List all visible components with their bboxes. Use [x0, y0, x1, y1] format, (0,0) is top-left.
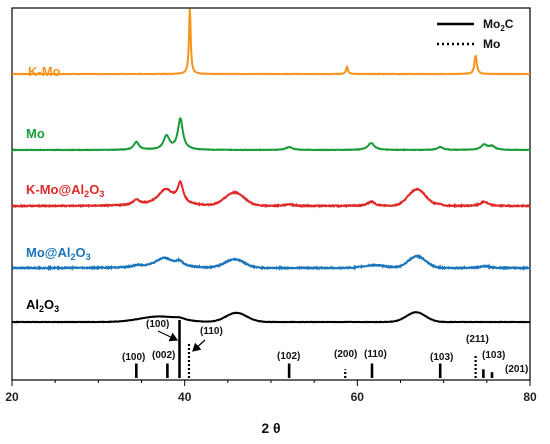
x-axis-ticks — [11, 380, 531, 386]
arrow-mo2c-100 — [157, 330, 179, 342]
ref-label-mo2c-002: (002) — [152, 350, 175, 361]
series-label-4: Al2O3 — [26, 297, 59, 314]
x-axis-title: 2 θ — [261, 420, 280, 436]
ref-label-mo2c-102: (102) — [277, 351, 300, 362]
series-label-1: Mo — [26, 126, 45, 141]
series-line-1 — [11, 116, 531, 152]
legend-label-mo2c: Mo2C — [483, 17, 514, 33]
ref-label-mo-211: (211) — [466, 334, 489, 345]
x-tick-label-40: 40 — [178, 390, 192, 404]
ref-label-mo2c-100: (100) — [122, 352, 145, 363]
reference-labels: (100) (110) (100) (002) (102) (200) (110… — [122, 319, 528, 375]
series-label-0: K-Mo — [28, 64, 61, 79]
reference-lines — [135, 320, 494, 378]
series-line-4 — [11, 311, 531, 324]
ref-label-mo2c-100-top: (100) — [146, 319, 169, 330]
series-layer — [11, 8, 531, 324]
x-tick-label-60: 60 — [351, 390, 365, 404]
legend: Mo2C Mo — [437, 17, 514, 51]
series-label-3: Mo@Al2O3 — [26, 245, 91, 262]
ref-label-mo2c-201: (201) — [505, 364, 528, 375]
ref-label-mo2c-110: (110) — [364, 349, 387, 360]
series-line-0 — [12, 8, 530, 76]
series-label-2: K-Mo@Al2O3 — [26, 182, 104, 199]
x-axis-tick-labels: 20 40 60 80 — [5, 390, 537, 404]
ref-label-mo2c-103a: (103) — [430, 352, 453, 363]
x-tick-label-80: 80 — [523, 390, 537, 404]
x-tick-label-20: 20 — [5, 390, 19, 404]
ref-label-mo-110: (110) — [200, 326, 223, 337]
ref-label-mo2c-103b: (103) — [482, 350, 505, 361]
series-line-3 — [11, 254, 531, 272]
arrow-mo-110 — [192, 339, 206, 352]
series-label-layer: K-Mo Mo K-Mo@Al2O3 Mo@Al2O3 Al2O3 — [26, 64, 104, 314]
legend-label-mo: Mo — [483, 37, 500, 51]
ref-label-mo-200: (200) — [334, 349, 357, 360]
series-line-2 — [11, 179, 531, 209]
